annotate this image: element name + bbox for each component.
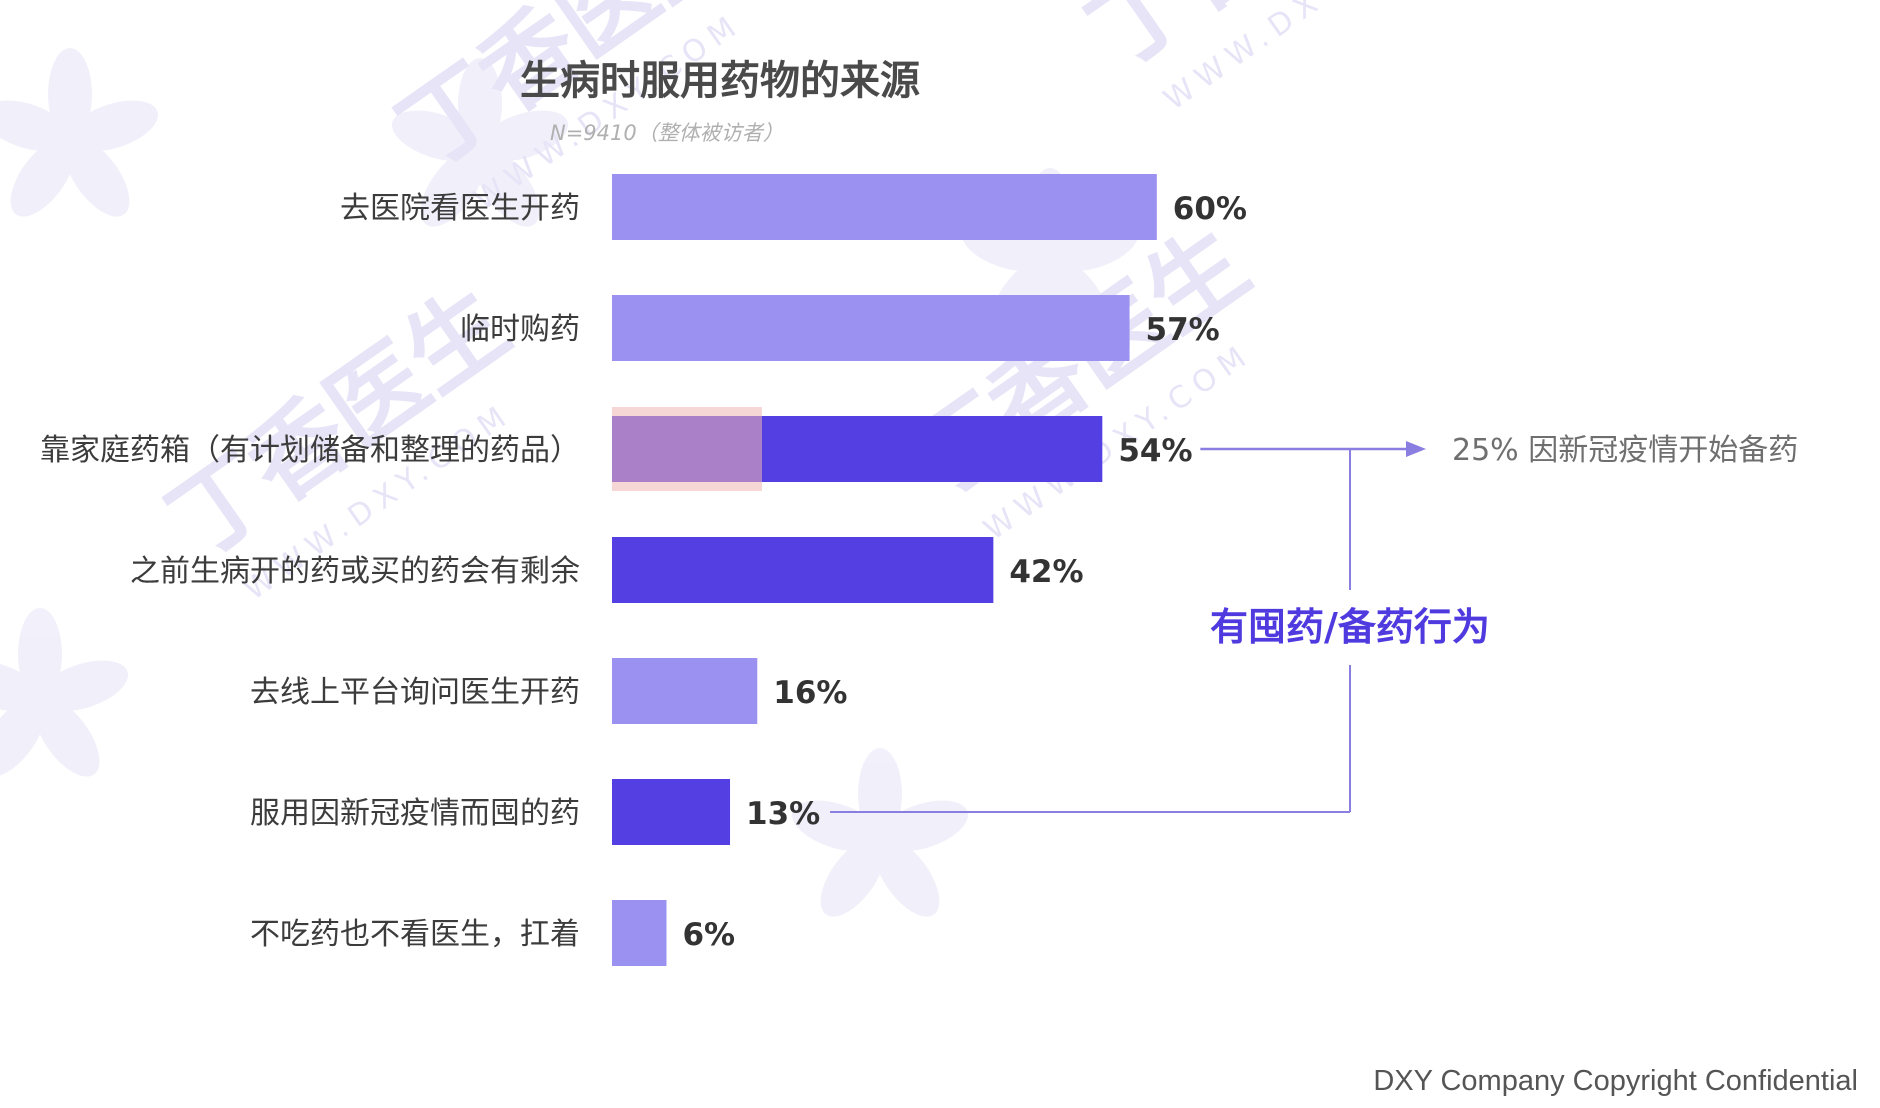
bars-group: 去医院看医生开药 60% 临时购药 57% 靠家庭药箱（有计划储备和整理的药品） 54% 之…: [40, 174, 1247, 966]
copyright-footer: DXY Company Copyright Confidential: [1373, 1065, 1858, 1097]
callout-arrow-head: [1406, 441, 1426, 457]
category-label-4: 去线上平台询问医生开药: [250, 675, 580, 710]
flower-petal: [474, 147, 540, 227]
flower-petal: [458, 58, 502, 150]
flower-icon-3: [791, 748, 969, 917]
bar-0: [612, 174, 1157, 240]
bar-1: [612, 295, 1130, 361]
bar-3: [612, 537, 994, 603]
value-label-0: 60%: [1173, 191, 1247, 227]
flower-icon-4: [0, 48, 159, 217]
flower-petal: [48, 48, 92, 140]
value-label-1: 57%: [1146, 312, 1220, 348]
flower-petal: [34, 697, 100, 777]
flower-petal: [858, 748, 902, 840]
flower-petal: [874, 837, 940, 917]
category-label-3: 之前生病开的药或买的药会有剩余: [130, 554, 580, 589]
flower-icon-0: [391, 58, 569, 227]
flower-petal: [0, 100, 71, 152]
flower-petal: [791, 800, 881, 852]
flower-petal: [10, 137, 76, 217]
chart-title: 生病时服用药物的来源: [520, 58, 920, 104]
value-label-4: 16%: [773, 675, 847, 711]
value-label-5: 13%: [746, 796, 820, 832]
flower-petal: [0, 697, 46, 777]
flower-petal: [64, 137, 130, 217]
group-annotation-label: 有囤药/备药行为: [1210, 605, 1490, 649]
bar-4: [612, 658, 758, 724]
bar-5: [612, 779, 731, 845]
value-label-3: 42%: [1009, 554, 1083, 590]
category-label-5: 服用因新冠疫情而囤的药: [250, 796, 580, 831]
flower-petal: [820, 837, 886, 917]
flower-petal: [39, 660, 129, 712]
sub-segment-label: 25% 因新冠疫情开始备药: [1452, 433, 1798, 468]
flower-icon-2: [0, 608, 129, 777]
category-label-1: 临时购药: [460, 312, 580, 347]
flower-petal: [0, 660, 41, 712]
sub-segment-highlight: [612, 407, 762, 491]
bar-6: [612, 900, 667, 966]
flower-petal: [391, 110, 481, 162]
category-label-0: 去医院看医生开药: [340, 191, 580, 226]
flower-petal: [420, 147, 486, 227]
flower-petal: [479, 110, 569, 162]
flower-petal: [69, 100, 159, 152]
value-label-2: 54%: [1118, 433, 1192, 469]
flower-petal: [18, 608, 62, 700]
category-label-2: 靠家庭药箱（有计划储备和整理的药品）: [40, 433, 580, 468]
value-label-6: 6%: [682, 917, 735, 953]
flower-petal: [879, 800, 969, 852]
chart-subtitle: N=9410（整体被访者）: [550, 121, 784, 145]
category-label-6: 不吃药也不看医生，扛着: [250, 917, 580, 952]
